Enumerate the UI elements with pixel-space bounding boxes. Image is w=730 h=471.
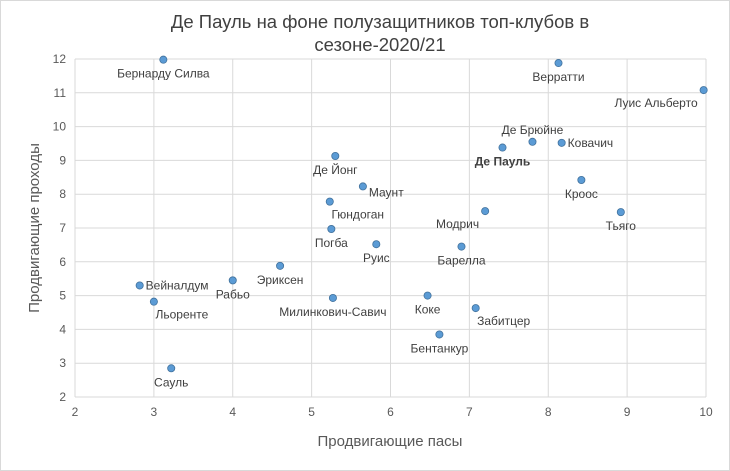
point-label: Луис Альберто xyxy=(614,96,697,110)
point-label: Коке xyxy=(415,303,441,317)
point-label: Де Йонг xyxy=(313,162,358,177)
data-point xyxy=(328,293,337,302)
data-point xyxy=(616,208,625,217)
data-point xyxy=(481,207,490,216)
data-point xyxy=(471,304,480,313)
point-label: Эриксен xyxy=(257,273,304,287)
point-label: Вейналдум xyxy=(146,278,209,292)
point-label: Барелла xyxy=(437,254,486,268)
point-label: Гюндоган xyxy=(331,208,384,222)
point-label: Модрич xyxy=(436,217,479,231)
y-tick-label: 10 xyxy=(53,120,67,134)
point-label: Сауль xyxy=(154,375,188,389)
point-label: Ковачич xyxy=(568,136,614,150)
data-point xyxy=(149,297,158,306)
data-point xyxy=(327,225,336,234)
data-point xyxy=(159,55,168,64)
point-label: Руис xyxy=(363,251,390,265)
x-tick-label: 6 xyxy=(387,405,394,419)
grid xyxy=(74,58,707,398)
y-tick-label: 4 xyxy=(59,322,66,336)
data-point xyxy=(577,176,586,185)
point-labels: Бернарду Силва Верратти Луис Альберто Де Бр… xyxy=(117,67,698,390)
y-tick-label: 2 xyxy=(59,390,66,404)
data-point xyxy=(358,182,367,191)
data-points xyxy=(135,55,708,373)
data-point xyxy=(135,281,144,290)
y-tick-label: 12 xyxy=(53,52,67,66)
data-point xyxy=(228,276,237,285)
data-point xyxy=(423,291,432,300)
data-point xyxy=(276,261,285,270)
x-tick-label: 9 xyxy=(624,405,631,419)
y-tick-label: 5 xyxy=(59,289,66,303)
point-label: Бернарду Силва xyxy=(117,67,210,81)
y-tick-label: 8 xyxy=(59,187,66,201)
point-label: Тьяго xyxy=(606,219,637,233)
axis-ticks: 2 3 4 5 6 7 8 9 10 2 3 4 5 6 7 8 9 10 11 12 xyxy=(53,52,713,419)
chart-title-line-2: сезоне-2020/21 xyxy=(314,34,445,55)
x-tick-label: 10 xyxy=(699,405,713,419)
data-point xyxy=(435,330,444,339)
point-label: Льоренте xyxy=(155,308,208,322)
chart-title-line-1: Де Пауль на фоне полузащитников топ-клуб… xyxy=(171,11,590,32)
point-label: Погба xyxy=(315,236,348,250)
point-label: Кроос xyxy=(565,187,598,201)
point-label: Бентанкур xyxy=(411,341,469,355)
data-point xyxy=(554,59,563,68)
x-tick-label: 3 xyxy=(151,405,158,419)
data-point xyxy=(557,138,566,147)
y-tick-label: 11 xyxy=(54,86,67,100)
data-point xyxy=(498,143,507,152)
y-tick-label: 6 xyxy=(59,255,66,269)
x-tick-label: 5 xyxy=(308,405,315,419)
point-label: Верратти xyxy=(532,70,584,84)
point-label: Де Пауль xyxy=(475,155,531,169)
x-tick-label: 2 xyxy=(72,405,79,419)
data-point xyxy=(457,242,466,251)
y-tick-label: 7 xyxy=(59,221,66,235)
data-point xyxy=(699,86,708,95)
point-label: Рабьо xyxy=(216,287,250,301)
x-axis-title: Продвигающие пасы xyxy=(318,433,463,450)
y-tick-label: 3 xyxy=(59,356,66,370)
point-label: Де Брюйне xyxy=(502,123,564,137)
y-axis-title: Продвигающие проходы xyxy=(26,143,43,313)
x-tick-label: 4 xyxy=(229,405,236,419)
data-point xyxy=(325,197,334,206)
x-tick-label: 8 xyxy=(545,405,552,419)
point-label: Милинкович-Савич xyxy=(279,305,386,319)
data-point xyxy=(372,240,381,249)
x-tick-label: 7 xyxy=(466,405,473,419)
point-label: Маунт xyxy=(369,185,404,199)
y-tick-label: 9 xyxy=(59,153,66,167)
data-point xyxy=(331,152,340,161)
data-point xyxy=(167,364,176,373)
data-point xyxy=(528,137,537,146)
point-label: Забитцер xyxy=(477,314,530,328)
